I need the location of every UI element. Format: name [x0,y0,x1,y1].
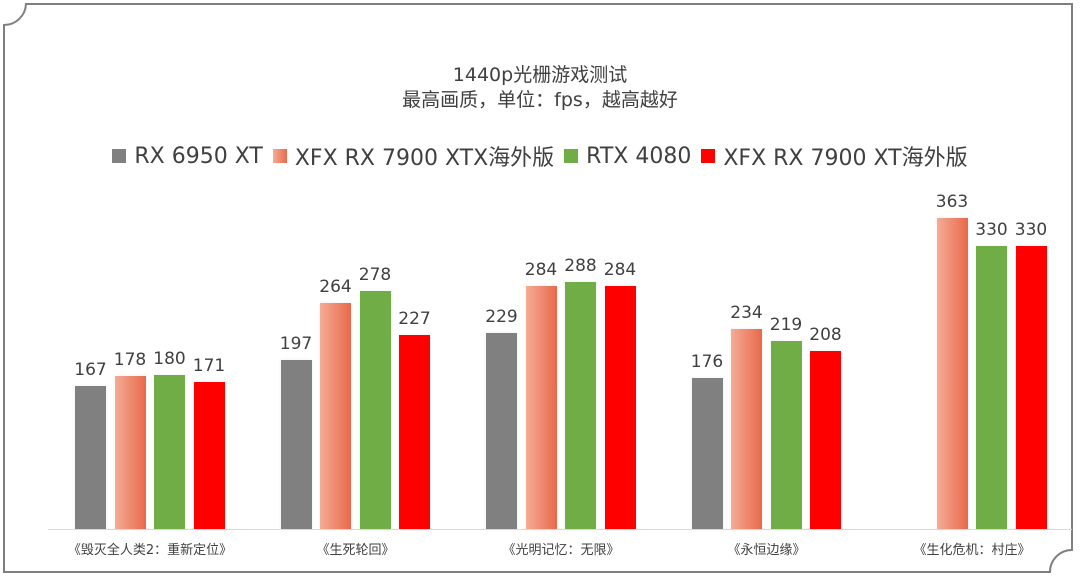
data-label: 330 [1014,220,1048,241]
data-label: 284 [524,259,558,280]
category-label: 《生死轮回》 [316,543,395,558]
bar [114,376,146,529]
bar [320,302,351,529]
bar [565,282,596,529]
data-label: 176 [690,352,724,373]
legend-label: XFX RX 7900 XT海外版 [723,146,968,171]
bar [936,218,968,529]
data-label: 180 [153,348,186,369]
data-label: 234 [730,302,763,323]
data-label: 264 [319,276,352,297]
chart-subtitle: 最高画质，单位：fps，越高越好 [402,89,678,111]
bar [486,332,517,529]
bar [280,360,312,529]
bar [810,350,841,529]
category-label: 《毁灭全人类2：重新定位》 [67,543,233,558]
data-label: 284 [603,259,637,280]
legend-item-xfx-7900xt: XFX RX 7900 XT海外版 [701,140,968,172]
bar [691,378,723,529]
bar [731,328,762,529]
legend: RX 6950 XT XFX RX 7900 XTX海外版 RTX 4080 X… [0,140,1080,172]
legend-swatch-icon [564,149,579,163]
data-label: 363 [935,192,969,212]
bar [976,246,1007,529]
bar [525,285,557,529]
legend-item-rtx4080: RTX 4080 [564,144,691,169]
data-label: 167 [74,359,107,380]
data-label: 208 [809,324,842,345]
bar [359,290,391,529]
data-label: 171 [192,356,226,377]
legend-label: RTX 4080 [586,143,692,169]
bar [75,385,106,529]
category-label: 《生化危机：村庄》 [913,543,1031,558]
legend-swatch-icon [272,149,287,163]
bar [1015,246,1047,529]
chart-title: 1440p光栅游戏测试 [452,64,628,86]
data-label: 330 [975,220,1008,241]
bar [193,382,225,529]
bar [399,334,430,529]
legend-item-xfx-7900xtx: XFX RX 7900 XTX海外版 [272,140,555,172]
category-label: 《永恒边缘》 [727,543,806,558]
data-label: 178 [113,350,147,371]
data-label: 227 [398,308,431,329]
data-label: 288 [564,256,597,277]
data-label: 278 [358,264,392,285]
data-label: 197 [279,334,313,355]
legend-label: XFX RX 7900 XTX海外版 [294,146,555,171]
category-label: 《光明记忆：无限》 [502,543,620,558]
data-label: 229 [485,306,518,327]
legend-label: RX 6950 XT [134,143,263,169]
data-label: 219 [769,315,803,336]
bar [770,341,802,529]
bar [604,285,636,529]
bar [154,374,185,529]
legend-item-rx6950xt: RX 6950 XT [112,143,263,169]
x-axis-line [48,529,1072,530]
legend-swatch-icon [112,149,127,163]
legend-swatch-icon [701,149,716,163]
